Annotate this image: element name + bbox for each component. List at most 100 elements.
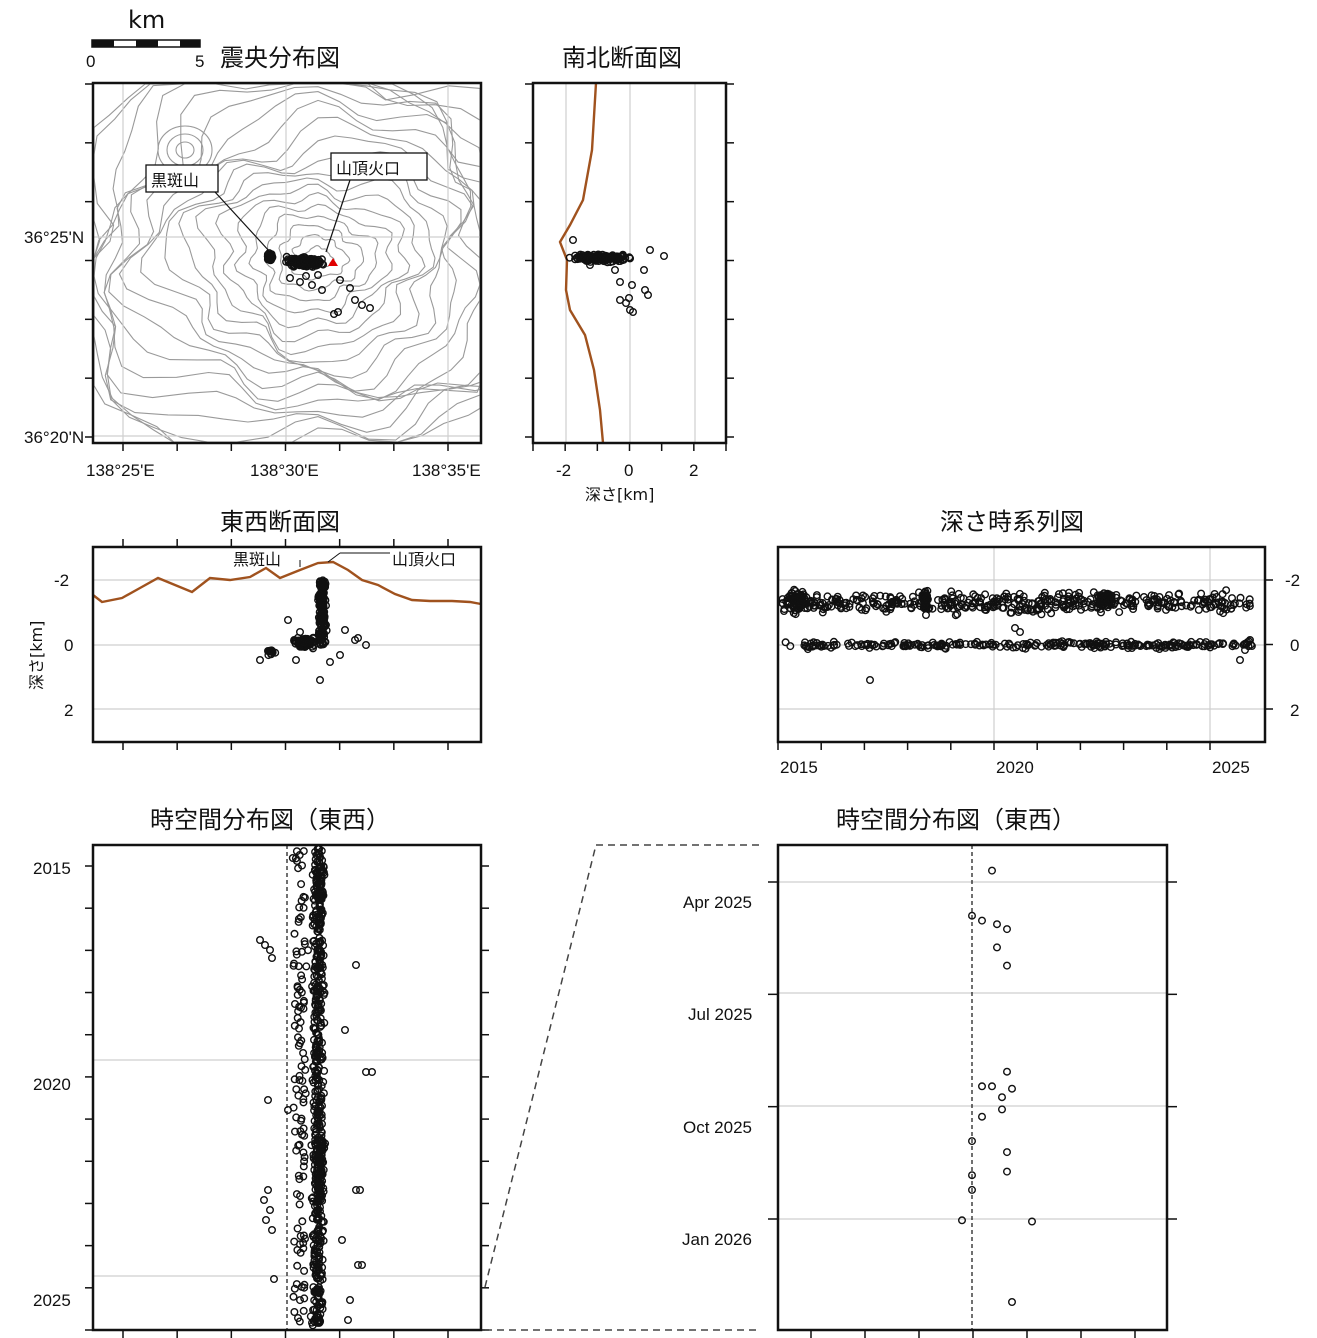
depth-point <box>1006 608 1015 617</box>
spacetime-point <box>300 1294 309 1303</box>
zoom-event-point <box>1003 961 1012 970</box>
dt-xtick-2: 2020 <box>996 758 1034 777</box>
depth-point <box>1177 598 1186 607</box>
depth-point <box>1132 591 1141 600</box>
zoom-event-point <box>993 943 1002 952</box>
depth-point <box>1083 640 1092 649</box>
spacetime-point <box>313 1318 322 1327</box>
epicenter-point <box>308 281 317 290</box>
spacetime-point <box>312 952 321 961</box>
hypocenter-point <box>321 620 330 629</box>
epicenter-point <box>305 257 314 266</box>
depth-point <box>1051 598 1060 607</box>
depth-point <box>1058 589 1067 598</box>
spacetime-point <box>310 972 319 981</box>
epicenter-map-title: 震央分布図 <box>220 44 340 72</box>
depth-point <box>1155 593 1164 602</box>
zoom-event-point <box>968 911 977 920</box>
spacetime-point <box>317 906 326 915</box>
depth-point <box>1076 605 1085 614</box>
spacetime-point <box>319 941 328 950</box>
spacetime-point <box>317 1166 326 1175</box>
spacetime-point <box>314 893 323 902</box>
depth-point <box>976 598 985 607</box>
zoom-points <box>958 866 1036 1306</box>
depth-point <box>853 596 862 605</box>
spacetime-point <box>299 1162 308 1171</box>
crater-marker <box>328 258 338 266</box>
zoom-event-point <box>988 1082 997 1091</box>
depth-point <box>805 643 814 652</box>
hypocenter-point <box>644 291 653 300</box>
depth-point <box>1068 602 1077 611</box>
depth-point <box>836 602 845 611</box>
ew-grid <box>94 539 480 750</box>
spacetime-point <box>299 847 308 856</box>
spacetime-point <box>266 946 275 955</box>
hypocenter-point <box>351 636 360 645</box>
spacetime-point <box>297 896 306 905</box>
spacetime-point <box>313 1036 322 1045</box>
hypocenter-point <box>625 253 634 262</box>
spacetime-point <box>316 1022 325 1031</box>
depth-point <box>1227 604 1236 613</box>
hypocenter-point <box>618 250 627 259</box>
hypocenter-point <box>569 235 578 244</box>
depth-point <box>1194 605 1203 614</box>
spacetime-point <box>297 1116 306 1125</box>
depth-time-title: 深さ時系列図 <box>940 508 1084 536</box>
st-frame <box>91 843 483 1332</box>
hypocenter-point <box>308 634 317 643</box>
depth-point <box>1042 641 1051 650</box>
depth-point <box>849 595 858 604</box>
depth-point <box>1051 603 1060 612</box>
spacetime-point <box>310 986 319 995</box>
depth-point <box>930 641 939 650</box>
zoom-event-point <box>1003 1167 1012 1176</box>
epicenter-point <box>314 271 323 280</box>
depth-point <box>1117 597 1126 606</box>
depth-point <box>1033 604 1042 613</box>
depth-time-panel: 深さ時系列図 2015 2020 2025 -2 0 2 <box>776 508 1300 777</box>
contour-line <box>248 203 393 314</box>
depth-point <box>951 611 960 620</box>
hypocenter-point <box>291 636 300 645</box>
hypocenter-point <box>292 656 301 665</box>
depth-point <box>1197 589 1206 598</box>
depth-point <box>1027 599 1036 608</box>
map-grid <box>85 83 480 451</box>
spacetime-point <box>268 954 277 963</box>
zoom-event-point <box>958 1216 967 1225</box>
spacetime-point <box>300 937 309 946</box>
spacetime-point <box>344 1315 353 1324</box>
spacetime-point <box>317 1234 326 1243</box>
spacetime-point <box>294 917 303 926</box>
depth-point <box>987 638 996 647</box>
depth-point <box>1235 656 1244 665</box>
depth-point <box>1023 606 1032 615</box>
depth-point <box>906 599 915 608</box>
depth-point <box>986 640 995 649</box>
spacetime-point <box>297 971 306 980</box>
spacetime-point <box>320 1018 329 1027</box>
depth-point <box>1093 591 1102 600</box>
zoom-event-point <box>998 1105 1007 1114</box>
spacetime-point <box>295 1200 304 1209</box>
ns-topography-line <box>558 82 605 444</box>
spacetime-point <box>310 1012 319 1021</box>
depth-point <box>818 608 827 617</box>
epicenter-point <box>302 272 311 281</box>
spacetime-point <box>302 962 311 971</box>
spacetime-zoom-title: 時空間分布図（東西） <box>836 806 1076 834</box>
ns-section-panel: 南北断面図 -2 0 2 深さ[km] <box>525 44 734 504</box>
zoom-event-point <box>988 866 997 875</box>
depth-point <box>1115 608 1124 617</box>
depth-point <box>922 598 931 607</box>
spacetime-point <box>309 1305 318 1314</box>
ns-xlabel: 深さ[km] <box>585 485 654 504</box>
depth-point <box>886 603 895 612</box>
zoom-connector-top <box>484 844 597 1288</box>
spacetime-point <box>346 1295 355 1304</box>
hypocenter-point <box>586 261 595 270</box>
ew-ytick-3: 2 <box>64 701 73 720</box>
